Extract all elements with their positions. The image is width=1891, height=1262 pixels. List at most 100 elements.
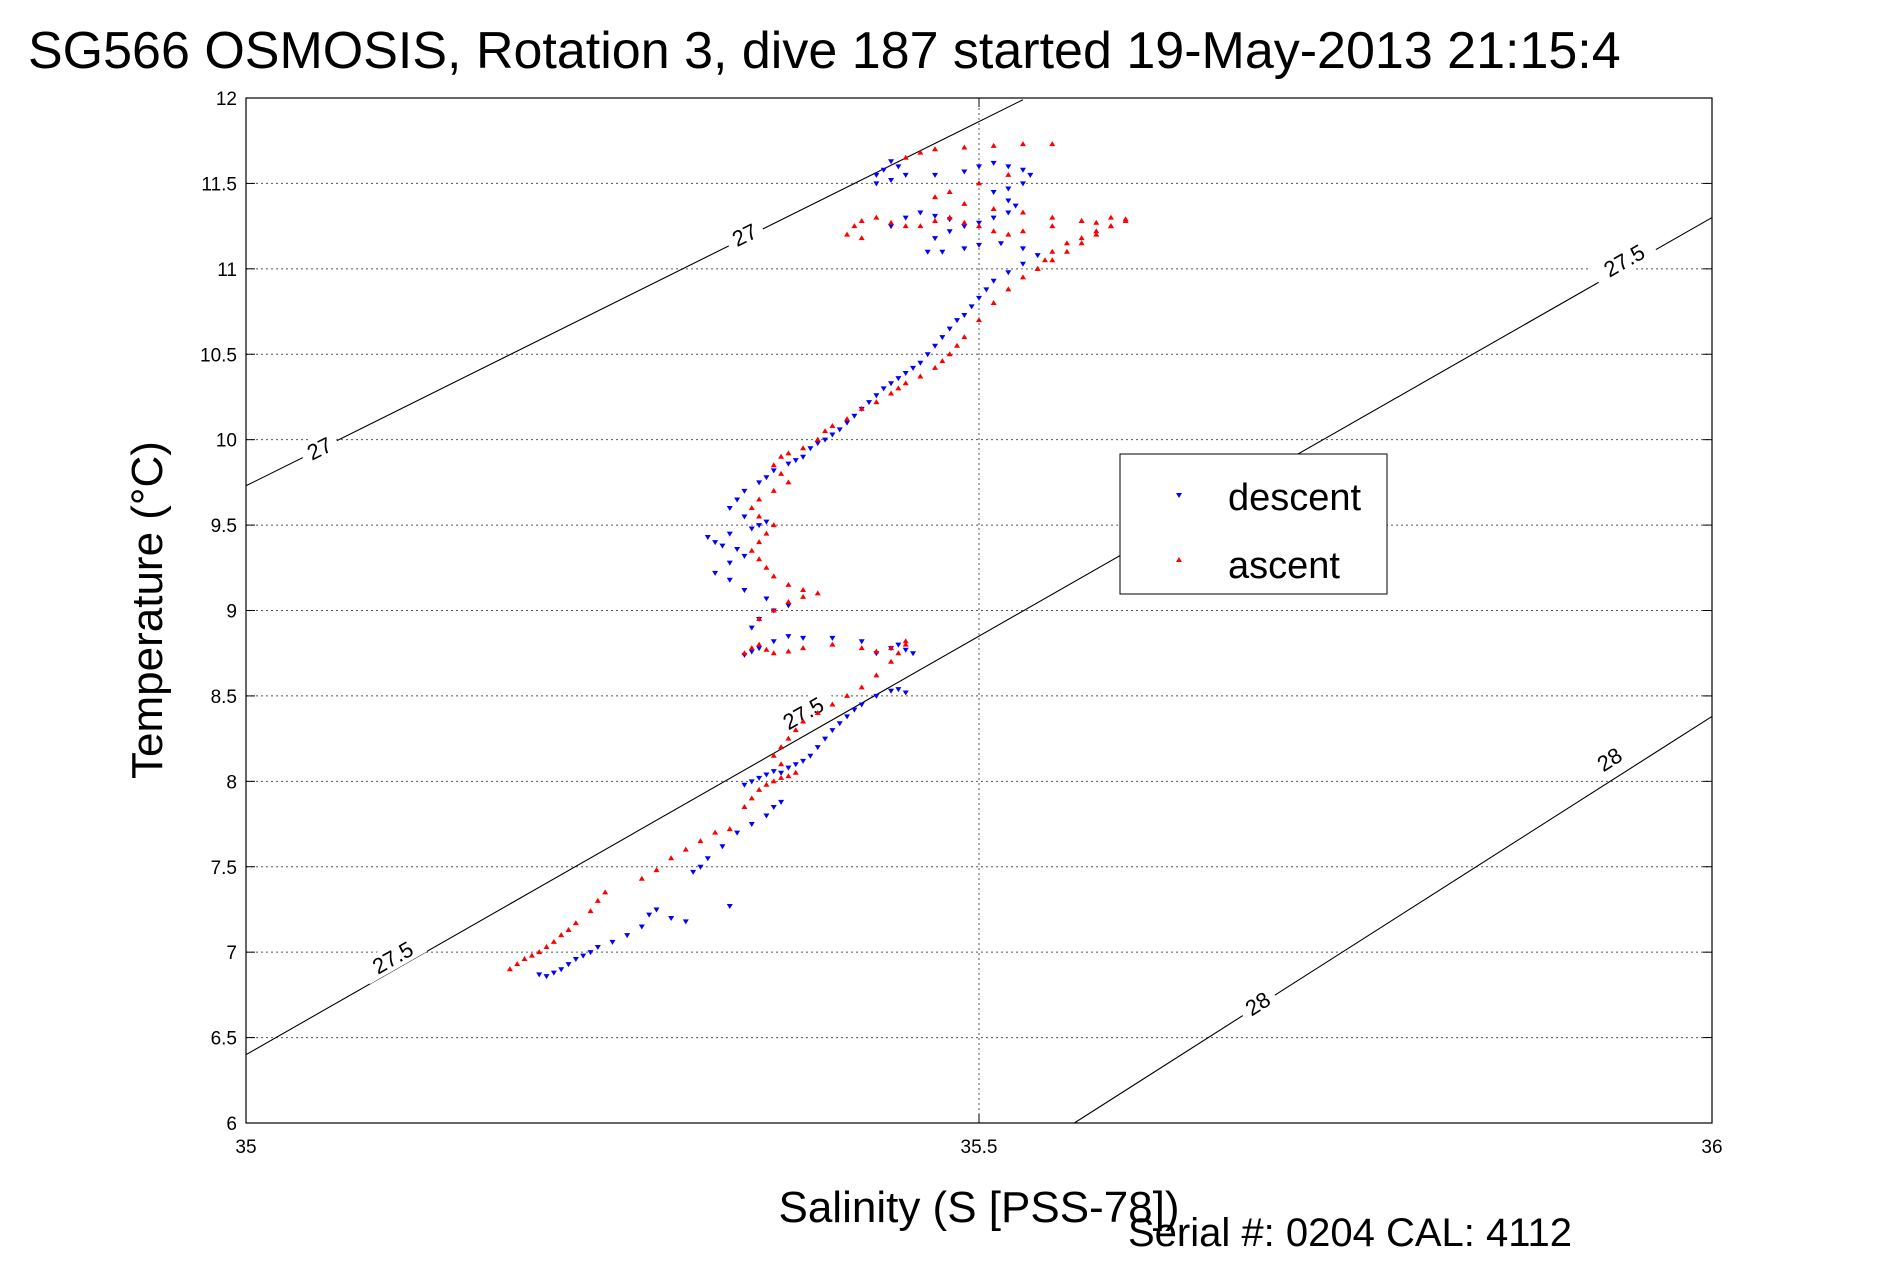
point-ascent: [858, 645, 865, 651]
point-ascent: [902, 223, 909, 229]
point-descent: [924, 352, 931, 358]
point-ascent: [976, 223, 982, 229]
point-descent: [814, 441, 821, 447]
point-ascent: [712, 829, 719, 835]
point-descent: [748, 779, 755, 785]
point-ascent: [514, 961, 521, 967]
point-descent: [712, 540, 719, 546]
point-descent: [1005, 198, 1012, 204]
point-ascent: [697, 838, 704, 844]
point-ascent: [594, 897, 601, 903]
point-descent: [990, 278, 997, 284]
point-ascent: [770, 752, 777, 758]
y-tick-label: 6.5: [211, 1029, 237, 1050]
grid-lines: [246, 98, 1712, 1123]
contour-label-bg: [1586, 738, 1632, 780]
point-ascent: [932, 364, 939, 370]
point-ascent: [763, 646, 770, 652]
point-descent: [946, 229, 953, 235]
point-descent: [990, 215, 997, 221]
point-ascent: [785, 581, 792, 587]
point-ascent: [770, 778, 777, 784]
point-descent: [741, 553, 748, 559]
point-ascent: [1019, 274, 1026, 280]
y-tick-label: 11: [217, 260, 237, 281]
point-descent: [910, 651, 917, 657]
point-ascent: [741, 650, 748, 656]
point-descent: [785, 634, 792, 640]
point-ascent: [558, 932, 565, 938]
point-descent: [726, 904, 733, 910]
point-descent: [1005, 164, 1012, 170]
point-descent: [734, 830, 741, 836]
point-descent: [653, 907, 660, 913]
point-descent: [968, 304, 975, 310]
point-ascent: [763, 564, 770, 570]
point-ascent: [778, 470, 785, 476]
point-ascent: [770, 650, 777, 656]
point-descent: [770, 639, 777, 645]
point-descent: [748, 649, 755, 655]
point-ascent: [829, 701, 836, 707]
point-descent: [763, 475, 770, 481]
point-descent: [565, 962, 572, 968]
point-ascent: [785, 735, 792, 741]
point-ascent: [1041, 257, 1048, 263]
point-descent: [763, 519, 770, 525]
point-descent: [756, 480, 763, 486]
point-descent: [1012, 203, 1019, 209]
point-ascent: [1107, 214, 1114, 220]
data-series: [506, 141, 1129, 980]
point-descent: [748, 526, 755, 532]
point-ascent: [858, 684, 865, 690]
point-descent: [997, 241, 1004, 247]
point-descent: [770, 769, 777, 775]
point-descent: [668, 916, 675, 921]
point-descent: [924, 249, 931, 255]
point-descent: [734, 497, 741, 503]
y-tick-label: 7.5: [211, 858, 237, 879]
point-descent: [792, 458, 799, 464]
point-descent: [961, 169, 968, 175]
point-descent: [748, 822, 755, 828]
contour-label-27: 27: [296, 429, 342, 468]
x-axis-label: Salinity (S [PSS-78]): [778, 1183, 1179, 1232]
point-descent: [580, 953, 587, 959]
point-descent: [961, 246, 968, 252]
point-descent: [785, 765, 792, 771]
point-ascent: [565, 926, 572, 932]
point-ascent: [792, 727, 799, 733]
point-descent: [954, 318, 961, 324]
point-ascent: [726, 826, 733, 832]
point-descent: [712, 570, 719, 576]
point-ascent: [946, 188, 953, 194]
point-ascent: [895, 385, 902, 391]
point-descent: [543, 974, 550, 980]
point-ascent: [858, 218, 865, 223]
point-ascent: [976, 180, 982, 186]
point-ascent: [770, 522, 777, 528]
y-tick-label: 12: [216, 89, 237, 110]
point-ascent: [800, 718, 807, 724]
point-descent: [734, 547, 741, 552]
point-descent: [609, 939, 616, 945]
point-descent: [697, 864, 704, 870]
point-descent: [932, 236, 939, 242]
point-ascent: [932, 146, 939, 152]
point-descent: [763, 772, 770, 778]
point-descent: [961, 224, 968, 230]
point-ascent: [572, 920, 579, 926]
point-descent: [880, 386, 887, 392]
point-ascent: [902, 638, 909, 644]
point-descent: [902, 690, 909, 696]
point-ascent: [763, 781, 770, 787]
point-descent: [888, 159, 895, 165]
point-descent: [785, 461, 792, 467]
point-descent: [807, 446, 814, 452]
point-ascent: [888, 219, 895, 225]
point-ascent: [844, 231, 851, 237]
point-ascent: [961, 334, 968, 340]
point-ascent: [1034, 265, 1041, 271]
point-ascent: [1093, 228, 1100, 234]
